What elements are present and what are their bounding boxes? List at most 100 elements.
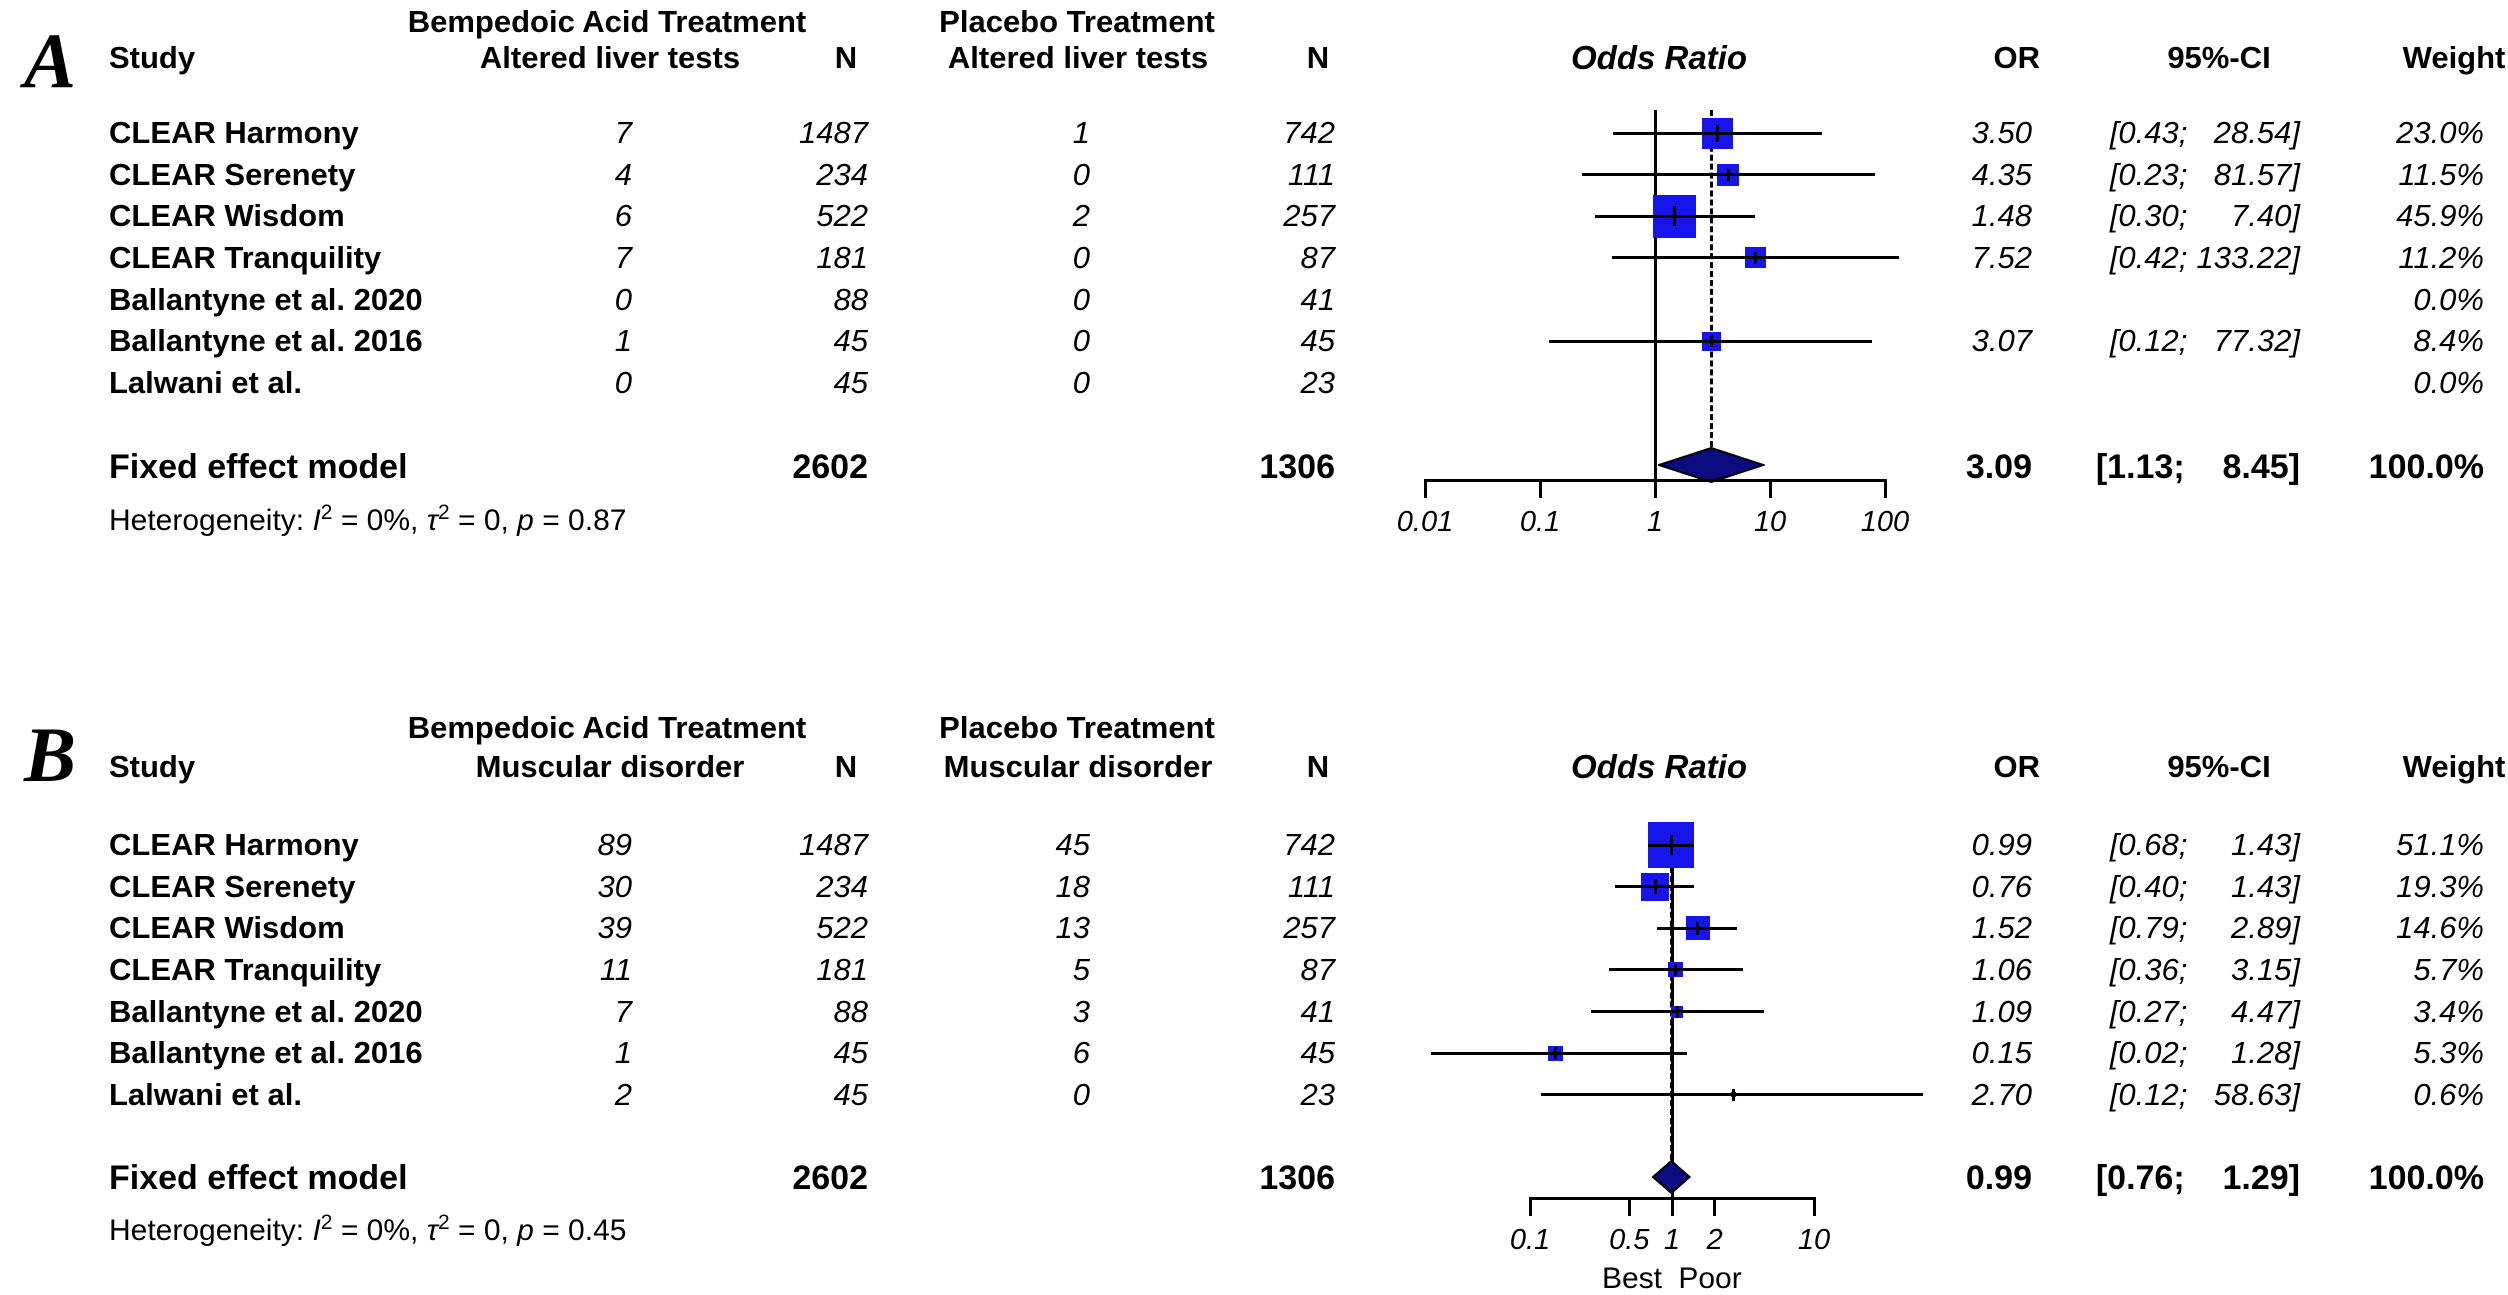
or-value: 0.99 bbox=[1971, 827, 2032, 862]
header-ci: 95%-CI bbox=[2167, 749, 2271, 784]
ci-value: [0.12; 77.32] bbox=[2109, 323, 2300, 359]
or-value: 1.06 bbox=[1971, 951, 2032, 987]
or-value: 1.48 bbox=[1971, 198, 2032, 234]
axis-tick bbox=[1768, 479, 1772, 498]
treat-events: 39 bbox=[597, 910, 632, 946]
effect-tick bbox=[1716, 124, 1720, 142]
summary-diamond bbox=[1652, 1160, 1691, 1194]
effect-tick bbox=[1675, 1005, 1679, 1018]
placebo-n: 742 bbox=[1283, 827, 1335, 862]
study-name: Lalwani et al. bbox=[109, 1076, 302, 1112]
axis-tick bbox=[1538, 479, 1542, 498]
ci-value: [0.68; 1.43] bbox=[2109, 827, 2300, 862]
weight-value: 23.0% bbox=[2396, 115, 2484, 150]
header-placebo-group: Placebo Treatment bbox=[939, 710, 1215, 745]
treat-n: 234 bbox=[816, 156, 868, 192]
summary-label: Fixed effect model bbox=[109, 448, 408, 486]
header-outcome-placebo: Altered liver tests bbox=[947, 40, 1209, 75]
axis-direction-label-best: Best bbox=[1601, 1262, 1663, 1295]
axis-tick-label: 10 bbox=[1753, 506, 1787, 538]
effect-tick bbox=[1669, 835, 1673, 855]
ci-value: [0.79; 2.89] bbox=[2109, 910, 2300, 946]
ci-line bbox=[1430, 1051, 1688, 1055]
effect-tick bbox=[1754, 251, 1758, 264]
study-name: CLEAR Serenety bbox=[109, 156, 356, 192]
treat-n: 88 bbox=[833, 993, 868, 1029]
header-or: OR bbox=[1993, 749, 2041, 784]
study-name: CLEAR Harmony bbox=[109, 827, 359, 862]
ci-value: [0.42; 133.22] bbox=[2109, 239, 2300, 275]
placebo-n: 111 bbox=[1287, 868, 1335, 904]
header-effect-measure: Odds Ratio bbox=[1570, 39, 1748, 76]
treat-events: 1 bbox=[614, 1035, 632, 1071]
ci-value: [0.30; 7.40] bbox=[2109, 198, 2300, 234]
placebo-events: 45 bbox=[1055, 827, 1090, 862]
summary-treat-n: 2602 bbox=[792, 448, 868, 486]
treat-n: 234 bbox=[816, 868, 868, 904]
study-name: Ballantyne et al. 2016 bbox=[109, 1035, 423, 1071]
ci-value: [0.23; 81.57] bbox=[2109, 156, 2300, 192]
treat-n: 45 bbox=[833, 1035, 868, 1071]
header-outcome-treatment: Muscular disorder bbox=[475, 749, 745, 784]
summary-ci: [0.76; 1.29] bbox=[2095, 1159, 2300, 1197]
placebo-n: 742 bbox=[1283, 115, 1335, 150]
header-n-placebo: N bbox=[1306, 749, 1330, 784]
header-effect-measure: Odds Ratio bbox=[1570, 748, 1748, 785]
axis-tick bbox=[1883, 479, 1887, 498]
placebo-events: 0 bbox=[1072, 323, 1090, 359]
header-n-placebo: N bbox=[1306, 40, 1330, 75]
placebo-events: 0 bbox=[1072, 156, 1090, 192]
summary-label: Fixed effect model bbox=[109, 1159, 408, 1197]
placebo-n: 87 bbox=[1300, 239, 1335, 275]
ci-value: [0.43; 28.54] bbox=[2109, 115, 2300, 150]
header-n-treatment: N bbox=[834, 40, 858, 75]
study-name: Ballantyne et al. 2016 bbox=[109, 323, 423, 359]
weight-value: 5.3% bbox=[2413, 1035, 2484, 1071]
placebo-n: 41 bbox=[1300, 993, 1335, 1029]
placebo-n: 257 bbox=[1283, 910, 1335, 946]
placebo-events: 6 bbox=[1072, 1035, 1090, 1071]
study-name: Ballantyne et al. 2020 bbox=[109, 281, 423, 317]
placebo-n: 45 bbox=[1300, 323, 1335, 359]
header-study: Study bbox=[109, 749, 196, 784]
header-outcome-placebo: Muscular disorder bbox=[943, 749, 1213, 784]
weight-value: 0.6% bbox=[2413, 1076, 2484, 1112]
effect-tick bbox=[1674, 963, 1678, 976]
header-study: Study bbox=[109, 40, 196, 75]
summary-or: 3.09 bbox=[1965, 448, 2032, 486]
study-name: CLEAR Serenety bbox=[109, 868, 356, 904]
ci-value: [0.12; 58.63] bbox=[2109, 1076, 2300, 1112]
treat-events: 30 bbox=[597, 868, 632, 904]
axis-tick-label: 0.5 bbox=[1609, 1224, 1650, 1256]
effect-tick bbox=[1709, 335, 1713, 348]
or-value: 4.35 bbox=[1971, 156, 2032, 192]
panel-b-label: B bbox=[24, 711, 77, 798]
axis-tick bbox=[1653, 479, 1657, 498]
axis-tick-label: 1 bbox=[1663, 1224, 1681, 1256]
summary-ci: [1.13; 8.45] bbox=[2095, 448, 2300, 486]
weight-value: 0.0% bbox=[2413, 364, 2484, 400]
treat-n: 522 bbox=[816, 198, 868, 234]
summary-placebo-n: 1306 bbox=[1259, 1159, 1335, 1197]
header-weight: Weight bbox=[2402, 749, 2506, 784]
axis-direction-label-poor: Poor bbox=[1678, 1262, 1742, 1295]
study-name: Ballantyne et al. 2020 bbox=[109, 993, 423, 1029]
study-name: Lalwani et al. bbox=[109, 364, 302, 400]
header-n-treatment: N bbox=[834, 749, 858, 784]
or-value: 3.07 bbox=[1971, 323, 2032, 359]
weight-value: 11.2% bbox=[2398, 239, 2484, 275]
study-name: CLEAR Wisdom bbox=[109, 198, 345, 234]
overall-effect-dashed-line bbox=[1669, 822, 1673, 1160]
or-value: 1.52 bbox=[1971, 910, 2032, 946]
effect-tick bbox=[1731, 1088, 1735, 1101]
treat-events: 2 bbox=[614, 1076, 632, 1112]
treat-n: 181 bbox=[816, 239, 868, 275]
study-name: CLEAR Wisdom bbox=[109, 910, 345, 946]
or-value: 3.50 bbox=[1971, 115, 2032, 150]
axis-tick-label: 0.01 bbox=[1396, 506, 1454, 538]
treat-events: 7 bbox=[614, 239, 632, 275]
effect-tick bbox=[1696, 921, 1700, 935]
placebo-events: 0 bbox=[1072, 239, 1090, 275]
